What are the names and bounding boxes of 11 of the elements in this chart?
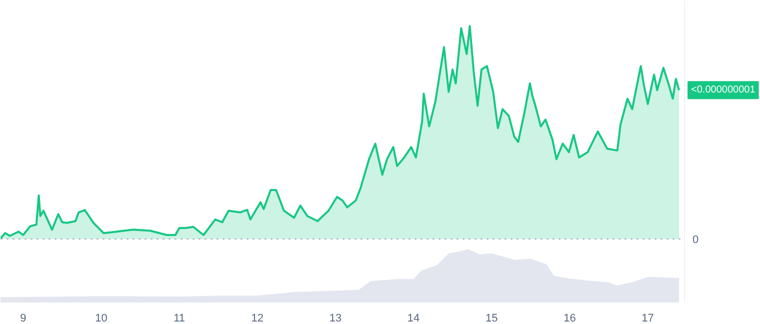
x-tick-label: 17: [642, 312, 654, 324]
annotation: <0.000000001: [691, 84, 756, 96]
x-tick-label: 16: [564, 312, 576, 324]
ref-line-label: 0: [692, 234, 699, 246]
x-tick-label: 15: [486, 312, 498, 324]
x-tick-label: 14: [407, 312, 420, 324]
x-tick-label: 11: [174, 312, 186, 324]
x-tick-label: 12: [251, 312, 264, 324]
x-tick-label: 10: [95, 312, 108, 324]
x-tick-label: 13: [329, 312, 342, 324]
x-tick-label: 9: [20, 312, 26, 324]
